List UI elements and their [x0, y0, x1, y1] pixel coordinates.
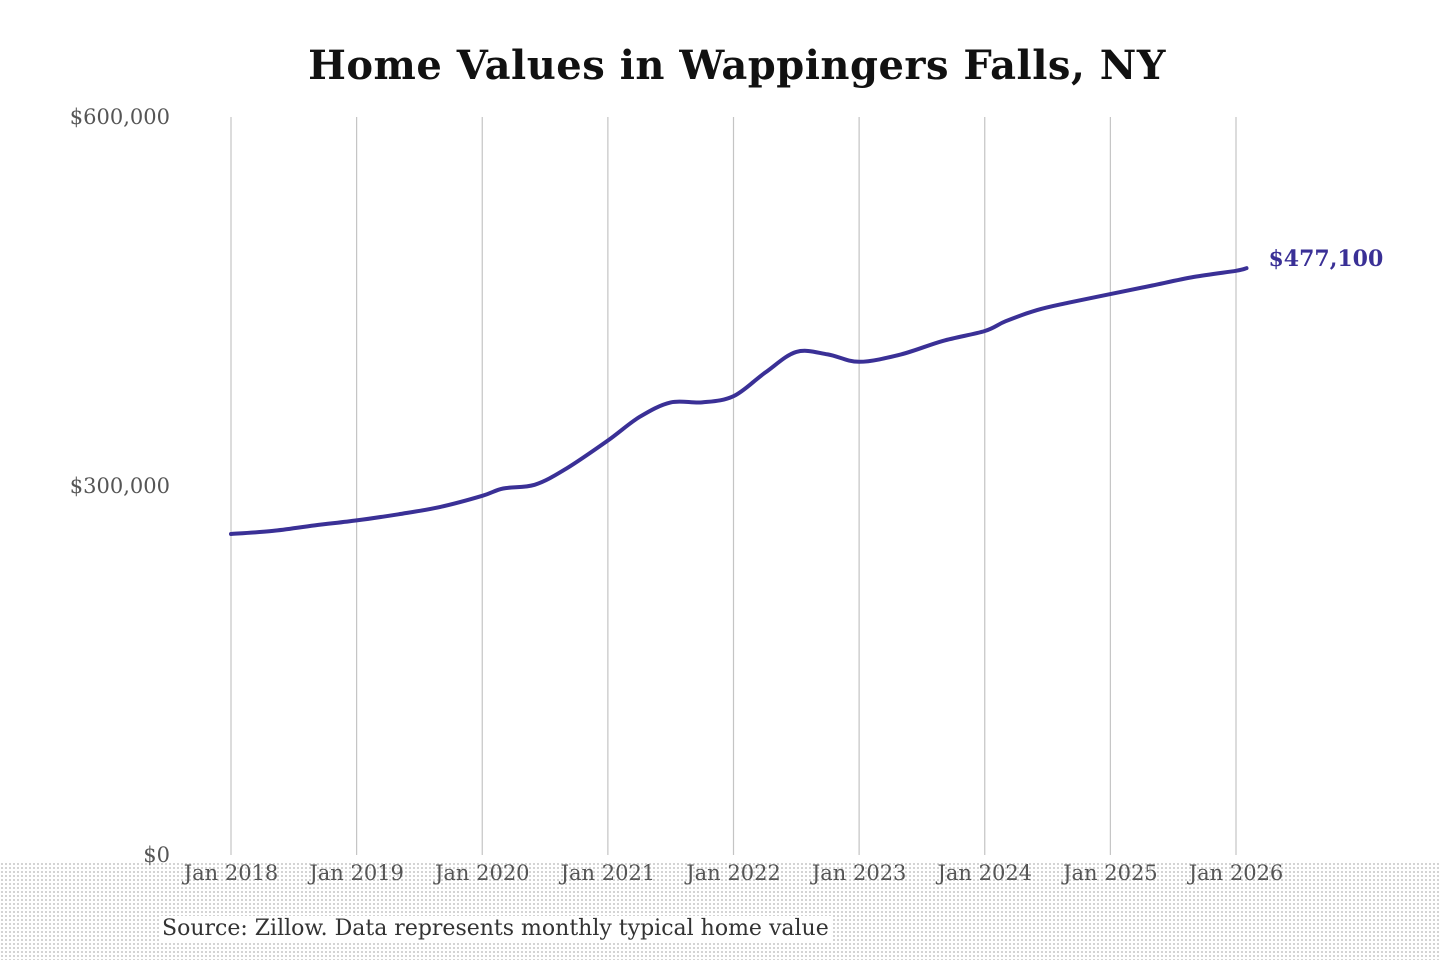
- x-tick-label: Jan 2023: [810, 861, 907, 885]
- x-tick-label: Jan 2019: [307, 861, 404, 885]
- end-value-label: $477,100: [1268, 246, 1383, 272]
- series-line: [229, 266, 1249, 536]
- x-tick-label: Jan 2020: [433, 861, 530, 885]
- x-axis-ticks: Jan 2018 Jan 2019 Jan 2020 Jan 2021 Jan 2022…: [182, 861, 1284, 885]
- y-tick-label: $300,000: [70, 474, 170, 498]
- x-tick-label: Jan 2026: [1187, 861, 1284, 885]
- source-note: Source: Zillow. Data represents monthly …: [160, 916, 831, 941]
- x-tick-label: Jan 2018: [182, 861, 279, 885]
- x-tick-label: Jan 2025: [1061, 861, 1158, 885]
- y-tick-label: $600,000: [70, 105, 170, 129]
- grid-lines: [230, 117, 1237, 855]
- x-tick-label: Jan 2022: [684, 861, 781, 885]
- x-tick-label: Jan 2021: [559, 861, 656, 885]
- dotted-background-band: [0, 862, 1440, 960]
- y-axis-ticks: $0 $300,000 $600,000: [70, 105, 170, 867]
- series-layer: [229, 266, 1249, 536]
- chart-title: Home Values in Wappingers Falls, NY: [308, 42, 1166, 89]
- data-labels: $477,100: [1268, 246, 1383, 272]
- x-tick-label: Jan 2024: [935, 861, 1032, 885]
- y-tick-label: $0: [143, 843, 170, 867]
